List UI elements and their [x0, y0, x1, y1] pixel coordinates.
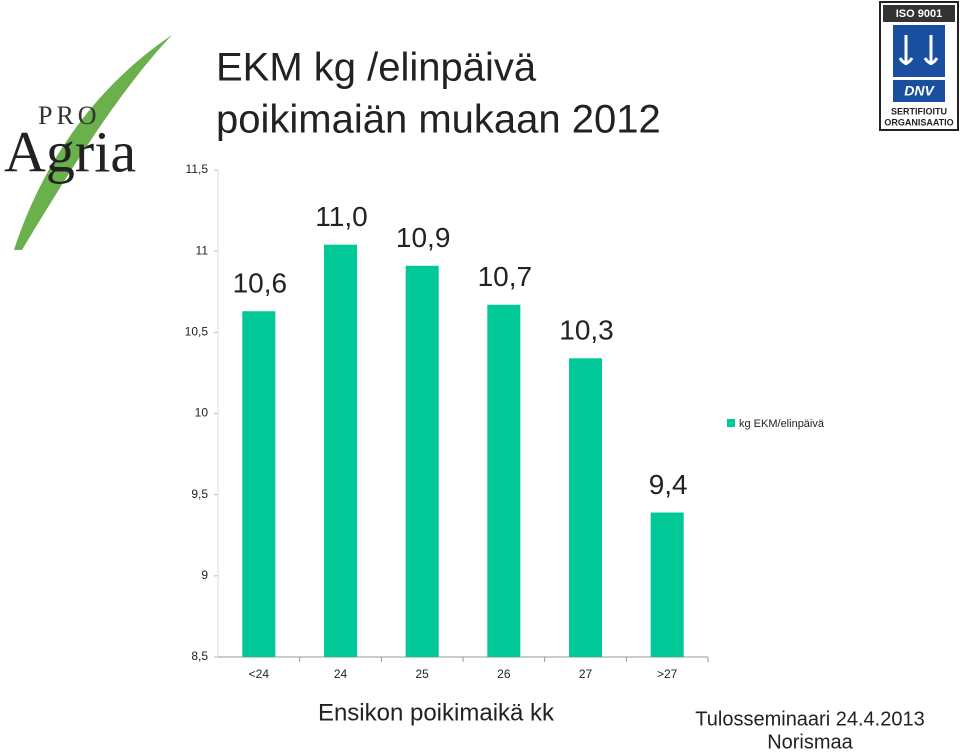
badge-dnv: DNV [904, 83, 935, 99]
chart-title: EKM kg /elinpäivä [216, 46, 537, 90]
x-tick-label: 26 [497, 667, 511, 681]
value-label: 10,6 [233, 268, 288, 299]
badge-iso: ISO 9001 [896, 8, 942, 20]
bar [405, 265, 439, 657]
badge-line1: SERTIFIOITU [891, 106, 947, 116]
chart-title: poikimaiän mukaan 2012 [216, 98, 661, 142]
y-tick-label: 11,5 [186, 162, 209, 176]
badge-line2: ORGANISAATIO [884, 117, 953, 127]
logo-agria: Agria [4, 119, 136, 184]
value-label: 10,7 [478, 261, 533, 292]
legend-label: kg EKM/elinpäivä [739, 418, 825, 430]
x-tick-label: <24 [249, 667, 270, 681]
logo-swoosh [14, 35, 172, 250]
footer-author: Norismaa [767, 731, 853, 753]
x-tick-label: 25 [415, 667, 429, 681]
y-tick-label: 8,5 [191, 649, 208, 663]
x-tick-label: >27 [657, 667, 678, 681]
bar [650, 512, 684, 657]
y-tick-label: 9,5 [191, 487, 208, 501]
y-tick-label: 11 [196, 243, 209, 257]
x-axis-label: Ensikon poikimaikä kk [318, 699, 555, 726]
value-label: 11,0 [315, 201, 367, 232]
logo-pro: PRO [38, 101, 101, 130]
badge-dnv-box [893, 80, 945, 102]
x-tick-label: 24 [334, 667, 348, 681]
y-tick-label: 10 [195, 406, 209, 420]
y-tick-label: 10,5 [185, 325, 209, 339]
bar [487, 304, 521, 657]
legend-swatch [727, 419, 735, 427]
value-label: 9,4 [649, 469, 688, 500]
value-label: 10,9 [396, 222, 451, 253]
badge-top [883, 5, 955, 22]
badge-field [893, 25, 945, 77]
bar [569, 358, 602, 657]
footer-event: Tulosseminaari 24.4.2013 [695, 708, 924, 730]
badge-anchors [898, 35, 939, 65]
bar [324, 244, 357, 657]
y-tick-label: 9 [201, 568, 208, 582]
value-label: 10,3 [559, 315, 614, 346]
x-tick-label: 27 [579, 667, 593, 681]
bar [242, 311, 276, 657]
